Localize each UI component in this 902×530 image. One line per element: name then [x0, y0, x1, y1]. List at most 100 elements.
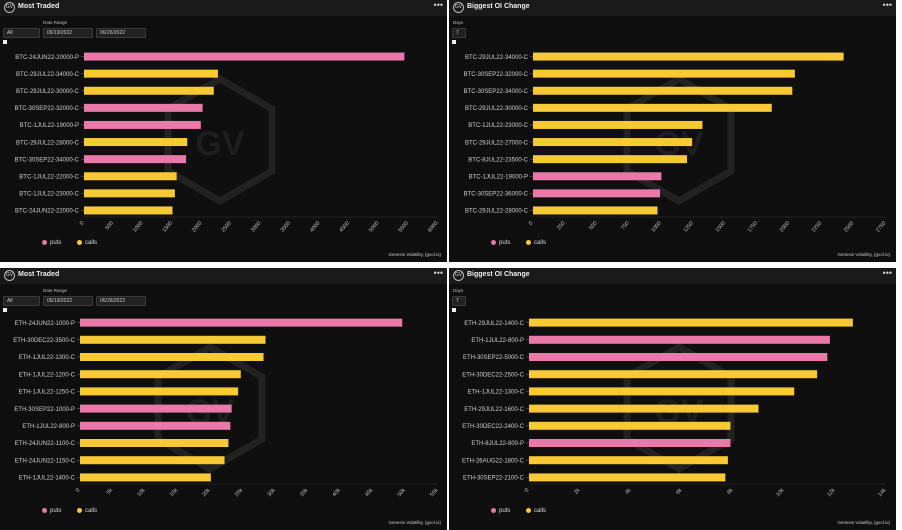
x-tick-label: 2250 [811, 220, 823, 233]
gvol-logo-icon: GV [4, 2, 15, 13]
toggle-checkbox[interactable] [3, 40, 7, 44]
panel-title: Biggest OI Change [467, 3, 530, 10]
bar-ETH-26AUG22-1800-C[interactable] [529, 456, 728, 465]
y-tick-label: ETH-30DEC22-3500-C [13, 338, 75, 344]
y-tick-label: ETH-30SEP22-1000-P [14, 407, 75, 413]
x-tick-label: 2500 [221, 220, 233, 233]
x-tick-label: 25k [234, 487, 244, 498]
legend-item-calls[interactable]: calls [77, 240, 97, 246]
more-options-icon[interactable]: ••• [882, 268, 892, 278]
bar-ETH-1JUL22-1300-C[interactable] [529, 387, 795, 396]
x-tick-label: 0 [75, 487, 82, 493]
bar-BTC-29JUL22-34000-C[interactable] [84, 69, 218, 78]
bar-ETH-30SEP22-5000-C[interactable] [529, 353, 828, 361]
bar-BTC-30SEP22-34000-C[interactable] [84, 155, 187, 164]
legend-item-calls[interactable]: calls [526, 240, 546, 246]
bar-ETH-30DEC22-2500-C[interactable] [529, 370, 818, 379]
y-tick-label: BTC-29JUL22-34000-C [465, 55, 529, 61]
x-tick-label: 2k [573, 487, 581, 495]
toggle-checkbox[interactable] [3, 308, 7, 312]
y-tick-label: BTC-30SEP22-36000-C [464, 192, 529, 198]
toggle-checkbox[interactable] [452, 308, 456, 312]
bar-BTC-29JUL22-28000-C[interactable] [533, 206, 658, 215]
end-date-input[interactable]: 06/26/2022 [96, 28, 146, 38]
legend-item-calls[interactable]: calls [526, 508, 546, 514]
y-tick-label: BTC-1JUL22-23000-C [19, 192, 79, 198]
bar-BTC-29JUL22-30000-C[interactable] [84, 86, 214, 95]
bar-BTC-29JUL22-27000-C[interactable] [533, 138, 693, 147]
x-tick-label: 1000 [650, 220, 662, 233]
bar-ETH-1JUL22-1300-C[interactable] [80, 353, 264, 361]
bar-BTC-29JUL22-34000-C[interactable] [533, 52, 844, 61]
end-date-input[interactable]: 06/26/2022 [96, 296, 146, 306]
y-tick-label: ETH-29JUL22-1600-C [464, 407, 524, 413]
legend-item-puts[interactable]: puts [42, 508, 61, 514]
gvol-logo-icon: GV [4, 270, 15, 281]
start-date-input[interactable]: 06/19/2022 [43, 296, 93, 306]
y-tick-label: ETH-1JUL22-1200-C [19, 372, 76, 378]
legend-item-puts[interactable]: puts [491, 240, 510, 246]
bar-ETH-29JUL22-1600-C[interactable] [529, 404, 759, 413]
x-tick-label: 1250 [683, 220, 695, 233]
y-tick-label: ETH-29JUL22-1400-C [464, 321, 524, 327]
legend-label: calls [85, 508, 98, 515]
y-tick-label: BTC-24JUN22-22000-C [15, 209, 80, 215]
bar-BTC-1JUL22-19000-P[interactable] [84, 120, 201, 129]
chart-legend: puts calls [42, 240, 111, 246]
bar-chart: BTC-24JUN22-20000-P BTC-29JUL22-34000-C BT… [15, 52, 440, 234]
bar-chart: ETH-29JUL22-1400-C ETH-1JUL22-800-P ETH-30… [462, 318, 888, 498]
panel-title: Most Traded [18, 3, 60, 10]
bar-ETH-1JUL22-1200-C[interactable] [80, 370, 241, 379]
more-options-icon[interactable]: ••• [882, 0, 892, 10]
bar-BTC-24JUN22-22000-C[interactable] [84, 206, 173, 215]
range-select[interactable]: All [3, 28, 40, 38]
y-tick-label: ETH-1JUL22-1300-C [19, 355, 76, 361]
y-tick-label: ETH-1JUL22-1300-C [468, 390, 525, 396]
range-select[interactable]: All [3, 296, 40, 306]
bar-BTC-29JUL22-30000-C[interactable] [533, 103, 772, 112]
x-tick-label: 0 [528, 220, 535, 226]
bar-BTC-1JUL22-19000-P[interactable] [533, 172, 662, 181]
bar-ETH-1JUL22-1250-C[interactable] [80, 387, 239, 396]
panel-title: Biggest OI Change [467, 271, 530, 278]
x-tick-label: 55k [429, 487, 439, 498]
bar-ETH-30DEC22-2400-C[interactable] [529, 421, 731, 430]
x-tick-label: 10k [136, 487, 146, 498]
bar-BTC-1JUL22-23000-C[interactable] [533, 120, 703, 129]
more-options-icon[interactable]: ••• [433, 268, 443, 278]
bar-BTC-1JUL22-23000-C[interactable] [84, 189, 175, 198]
legend-item-puts[interactable]: puts [42, 240, 61, 246]
bar-ETH-30DEC22-3500-C[interactable] [80, 335, 266, 344]
bar-ETH-1JUL22-800-P[interactable] [529, 335, 830, 344]
days-input[interactable]: 7 [452, 296, 466, 306]
legend-item-puts[interactable]: puts [491, 508, 510, 514]
gvol-logo-icon: GV [453, 270, 464, 281]
bar-ETH-24JUN22-1150-C[interactable] [80, 456, 225, 465]
bar-ETH-24JUN22-1100-C[interactable] [80, 439, 229, 447]
bar-ETH-24JUN22-1000-P[interactable] [80, 318, 403, 327]
bar-BTC-1JUL22-22000-C[interactable] [84, 172, 177, 181]
bar-BTC-29JUL22-28000-C[interactable] [84, 138, 188, 147]
toggle-checkbox[interactable] [452, 40, 456, 44]
bar-ETH-8JUL22-800-P[interactable] [529, 439, 731, 447]
bar-BTC-8JUL22-23500-C[interactable] [533, 155, 688, 164]
bar-ETH-30SEP22-2100-C[interactable] [529, 473, 726, 482]
bar-ETH-1JUL22-1400-C[interactable] [80, 473, 211, 482]
bar-ETH-30SEP22-1000-P[interactable] [80, 404, 232, 413]
y-tick-label: BTC-29JUL22-30000-C [465, 106, 529, 112]
y-tick-label: BTC-30SEP22-34000-C [464, 89, 529, 95]
legend-item-calls[interactable]: calls [77, 508, 97, 514]
bar-BTC-30SEP22-32000-C[interactable] [533, 69, 795, 78]
bar-BTC-30SEP22-34000-C[interactable] [533, 86, 793, 95]
y-tick-label: ETH-1JUL22-1400-C [19, 476, 76, 482]
bar-BTC-30SEP22-32000-C[interactable] [84, 103, 203, 112]
more-options-icon[interactable]: ••• [433, 0, 443, 10]
y-tick-label: ETH-1JUL22-800-P [22, 424, 75, 430]
x-tick-label: 10k [775, 487, 785, 498]
days-input[interactable]: 7 [452, 28, 466, 38]
bar-BTC-24JUN22-20000-P[interactable] [84, 52, 405, 61]
bar-ETH-1JUL22-800-P[interactable] [80, 421, 231, 430]
start-date-input[interactable]: 06/19/2022 [43, 28, 93, 38]
bar-BTC-30SEP22-36000-C[interactable] [533, 189, 661, 198]
bar-ETH-29JUL22-1400-C[interactable] [529, 318, 853, 327]
